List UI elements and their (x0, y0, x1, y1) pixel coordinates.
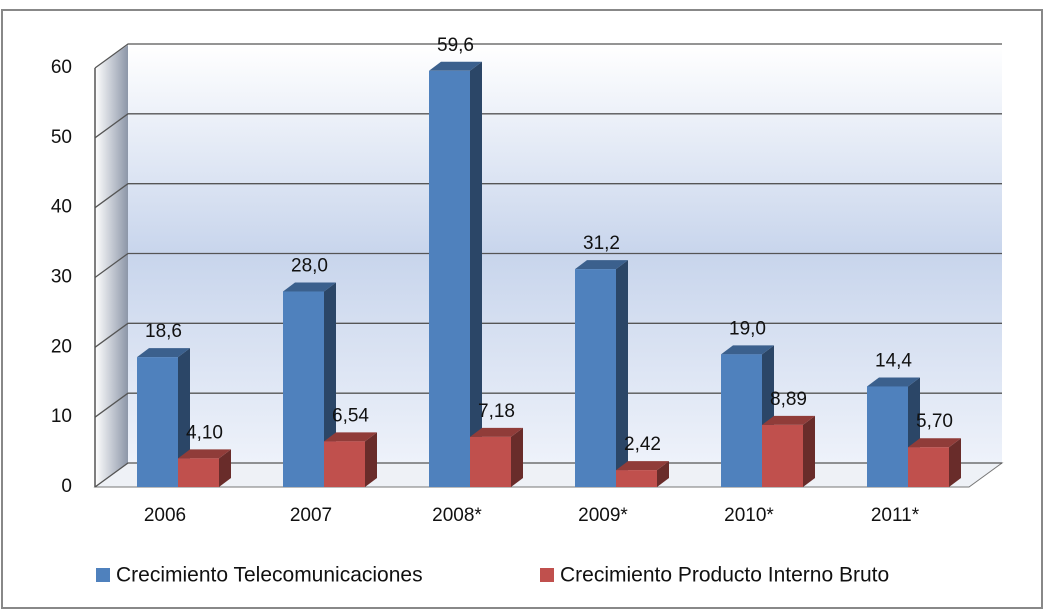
x-tick-label: 2010* (724, 505, 774, 526)
y-tick-label: 60 (51, 57, 72, 78)
grid-line (94, 113, 1002, 139)
grid-line (94, 43, 1002, 69)
bar (324, 432, 377, 487)
data-label: 31,2 (583, 233, 620, 254)
bar (762, 415, 815, 487)
floor (93, 462, 1004, 488)
y-tick-label: 10 (51, 406, 72, 427)
data-label: 28,0 (291, 255, 328, 276)
x-tick-label: 2009* (578, 505, 628, 526)
grid-line (94, 322, 1002, 348)
legend-swatch (540, 568, 554, 582)
data-label: 7,18 (478, 401, 515, 422)
y-tick-label: 20 (51, 336, 72, 357)
bar (470, 427, 523, 487)
x-tick-label: 2011* (871, 505, 920, 526)
y-tick-label: 30 (51, 267, 72, 288)
bar (908, 438, 961, 487)
data-label: 5,70 (916, 411, 953, 432)
legend-label: Crecimiento Producto Interno Bruto (560, 564, 889, 587)
y-tick-label: 40 (51, 197, 72, 218)
data-label: 19,0 (729, 318, 766, 339)
y-tick-label: 50 (51, 127, 72, 148)
grid-line (94, 392, 1002, 418)
bar (429, 61, 482, 487)
data-label: 2,42 (624, 434, 661, 455)
data-label: 8,89 (770, 389, 807, 410)
grid-line (94, 183, 1002, 209)
x-tick-label: 2008* (432, 505, 482, 526)
grid-line (94, 462, 1002, 488)
data-label: 6,54 (332, 405, 369, 426)
data-label: 14,4 (875, 350, 912, 371)
y-tick-label: 0 (61, 476, 72, 497)
x-tick-label: 2007 (290, 505, 332, 526)
bar (137, 348, 190, 487)
bar (721, 345, 774, 487)
x-tick-label: 2006 (144, 505, 186, 526)
bar (616, 461, 669, 487)
data-label: 59,6 (437, 35, 474, 56)
bar (575, 260, 628, 487)
data-label: 18,6 (145, 321, 182, 342)
data-label: 4,10 (186, 422, 223, 443)
bar (178, 449, 231, 487)
grid-line (94, 252, 1002, 279)
legend-label: Crecimiento Telecomunicaciones (116, 564, 423, 587)
legend-swatch (96, 568, 110, 582)
